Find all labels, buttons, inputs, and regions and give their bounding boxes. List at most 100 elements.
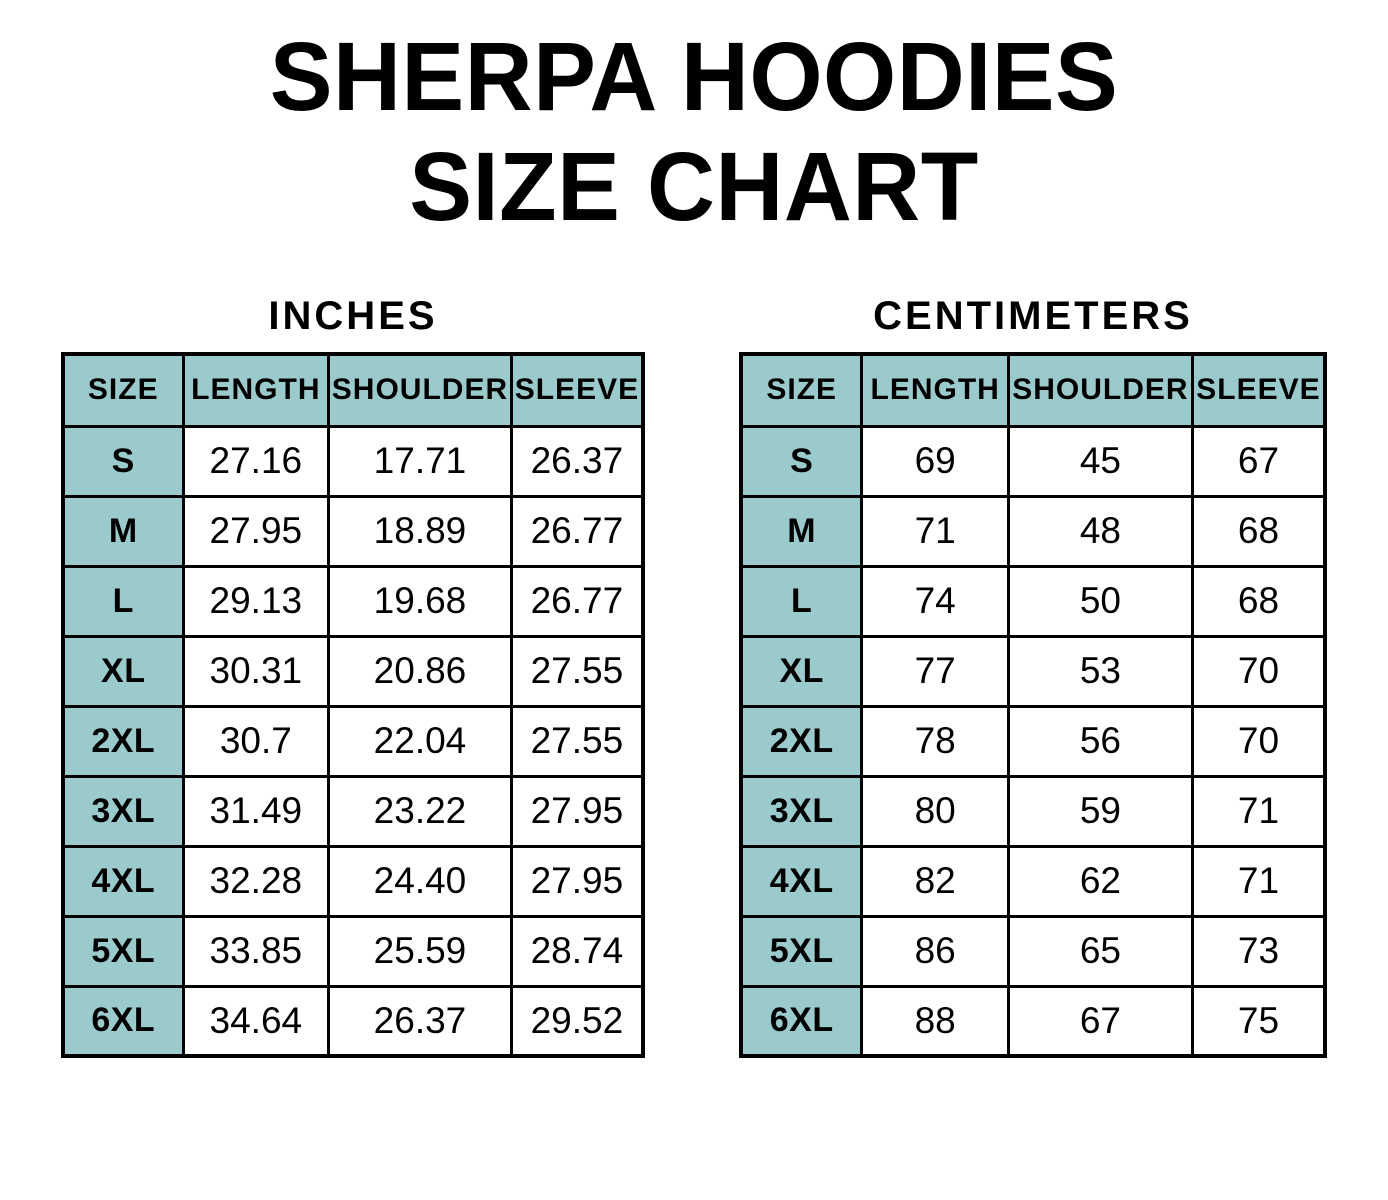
size-cell: L	[61, 564, 185, 638]
value-cell: 18.89	[327, 494, 513, 568]
value-cell: 23.22	[327, 774, 513, 848]
centimeters-column-header-length: LENGTH	[860, 352, 1010, 428]
size-cell: 3XL	[739, 774, 864, 848]
size-cell: 6XL	[61, 984, 185, 1058]
value-cell: 31.49	[181, 774, 331, 848]
inches-table-body: S 27.16 17.71 26.37 M 27.95 18.89 26.77 L 29.13 19…	[61, 424, 645, 1058]
table-row: XL 30.31 20.86 27.55	[61, 634, 645, 708]
value-cell: 27.55	[509, 704, 645, 778]
value-cell: 71	[1190, 844, 1327, 918]
centimeters-heading: CENTIMETERS	[873, 294, 1193, 338]
table-row: M 71 48 68	[739, 494, 1327, 568]
table-row: 2XL 30.7 22.04 27.55	[61, 704, 645, 778]
value-cell: 77	[860, 634, 1010, 708]
value-cell: 50	[1006, 564, 1194, 638]
inches-column-header-sleeve: SLEEVE	[509, 352, 645, 428]
centimeters-section: CENTIMETERS SIZE LENGTH SHOULDER SLEEVE …	[739, 294, 1327, 1058]
value-cell: 29.13	[181, 564, 331, 638]
value-cell: 20.86	[327, 634, 513, 708]
inches-size-table: SIZE LENGTH SHOULDER SLEEVE S 27.16 17.71 2…	[61, 352, 645, 1058]
table-row: XL 77 53 70	[739, 634, 1327, 708]
inches-section: INCHES SIZE LENGTH SHOULDER SLEEVE S 27.1…	[61, 294, 645, 1058]
size-cell: 4XL	[61, 844, 185, 918]
size-cell: 5XL	[61, 914, 185, 988]
value-cell: 67	[1006, 984, 1194, 1058]
inches-column-header-size: SIZE	[61, 352, 185, 428]
value-cell: 73	[1190, 914, 1327, 988]
inches-header-row: SIZE LENGTH SHOULDER SLEEVE	[61, 352, 645, 428]
value-cell: 65	[1006, 914, 1194, 988]
value-cell: 27.95	[181, 494, 331, 568]
centimeters-table-body: S 69 45 67 M 71 48 68 L 74 50 68 XL 77 53 70 2XL 78 56 70 3X…	[739, 424, 1327, 1058]
size-cell: S	[61, 424, 185, 498]
value-cell: 26.37	[509, 424, 645, 498]
value-cell: 30.31	[181, 634, 331, 708]
value-cell: 82	[860, 844, 1010, 918]
size-cell: M	[739, 494, 864, 568]
value-cell: 74	[860, 564, 1010, 638]
size-cell: XL	[739, 634, 864, 708]
table-row: S 69 45 67	[739, 424, 1327, 498]
page-title-line-2: SIZE CHART	[409, 131, 979, 241]
centimeters-size-table: SIZE LENGTH SHOULDER SLEEVE S 69 45 67 M 71 48…	[739, 352, 1327, 1058]
value-cell: 71	[1190, 774, 1327, 848]
size-cell: L	[739, 564, 864, 638]
table-row: 6XL 88 67 75	[739, 984, 1327, 1058]
value-cell: 68	[1190, 564, 1327, 638]
value-cell: 28.74	[509, 914, 645, 988]
centimeters-header-row: SIZE LENGTH SHOULDER SLEEVE	[739, 352, 1327, 428]
value-cell: 75	[1190, 984, 1327, 1058]
value-cell: 59	[1006, 774, 1194, 848]
page-title-line-1: SHERPA HOODIES	[269, 22, 1119, 131]
value-cell: 67	[1190, 424, 1327, 498]
value-cell: 27.55	[509, 634, 645, 708]
value-cell: 26.37	[327, 984, 513, 1058]
inches-column-header-shoulder: SHOULDER	[327, 352, 513, 428]
value-cell: 86	[860, 914, 1010, 988]
value-cell: 26.77	[509, 564, 645, 638]
value-cell: 71	[860, 494, 1010, 568]
table-row: S 27.16 17.71 26.37	[61, 424, 645, 498]
size-cell: 5XL	[739, 914, 864, 988]
page-title: SHERPA HOODIES SIZE CHART	[0, 22, 1388, 241]
table-row: 5XL 86 65 73	[739, 914, 1327, 988]
table-row: 2XL 78 56 70	[739, 704, 1327, 778]
value-cell: 33.85	[181, 914, 331, 988]
value-cell: 56	[1006, 704, 1194, 778]
centimeters-column-header-size: SIZE	[739, 352, 864, 428]
value-cell: 27.95	[509, 844, 645, 918]
value-cell: 70	[1190, 704, 1327, 778]
value-cell: 27.95	[509, 774, 645, 848]
table-row: M 27.95 18.89 26.77	[61, 494, 645, 568]
size-cell: 3XL	[61, 774, 185, 848]
size-cell: XL	[61, 634, 185, 708]
table-row: 4XL 82 62 71	[739, 844, 1327, 918]
value-cell: 29.52	[509, 984, 645, 1058]
value-cell: 24.40	[327, 844, 513, 918]
value-cell: 80	[860, 774, 1010, 848]
size-cell: 2XL	[61, 704, 185, 778]
value-cell: 27.16	[181, 424, 331, 498]
value-cell: 70	[1190, 634, 1327, 708]
value-cell: 32.28	[181, 844, 331, 918]
value-cell: 30.7	[181, 704, 331, 778]
table-row: 5XL 33.85 25.59 28.74	[61, 914, 645, 988]
value-cell: 22.04	[327, 704, 513, 778]
size-cell: 4XL	[739, 844, 864, 918]
value-cell: 34.64	[181, 984, 331, 1058]
value-cell: 26.77	[509, 494, 645, 568]
value-cell: 68	[1190, 494, 1327, 568]
value-cell: 25.59	[327, 914, 513, 988]
value-cell: 78	[860, 704, 1010, 778]
inches-heading: INCHES	[268, 294, 438, 338]
table-row: 4XL 32.28 24.40 27.95	[61, 844, 645, 918]
table-row: 3XL 80 59 71	[739, 774, 1327, 848]
size-cell: M	[61, 494, 185, 568]
value-cell: 19.68	[327, 564, 513, 638]
value-cell: 17.71	[327, 424, 513, 498]
table-row: L 29.13 19.68 26.77	[61, 564, 645, 638]
size-cell: 6XL	[739, 984, 864, 1058]
centimeters-column-header-sleeve: SLEEVE	[1190, 352, 1327, 428]
table-row: L 74 50 68	[739, 564, 1327, 638]
